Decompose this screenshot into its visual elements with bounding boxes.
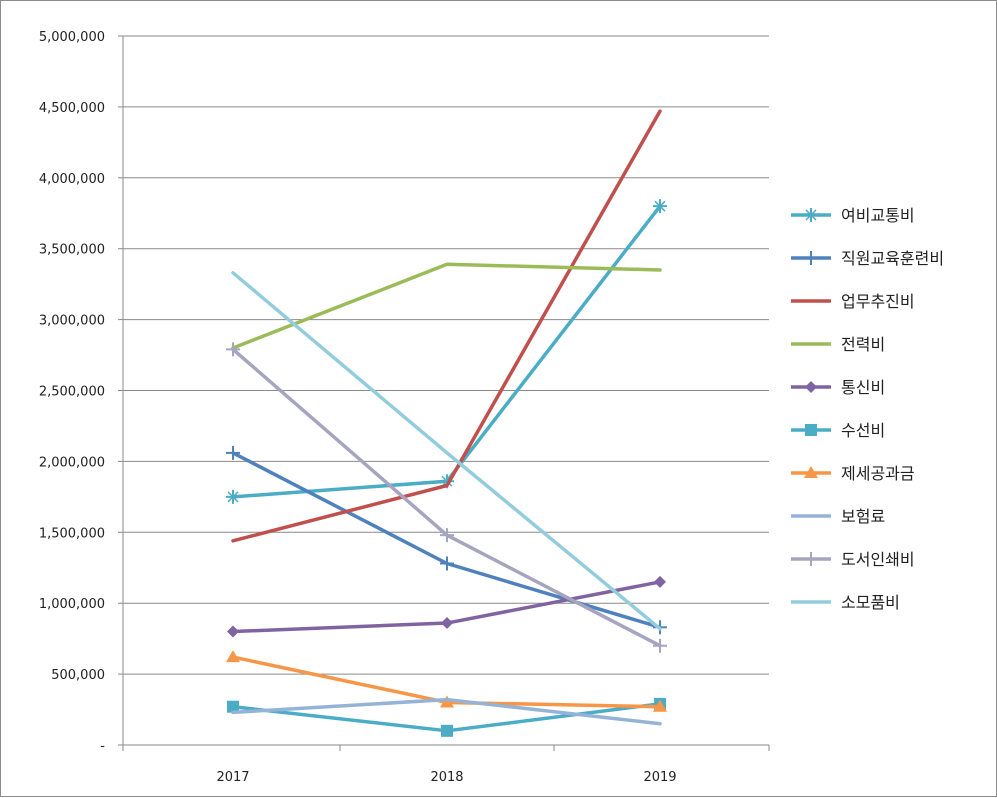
series-9-point-2017 (226, 342, 240, 357)
series-lines (226, 109, 667, 737)
series-1 (226, 199, 667, 504)
y-tick-label-5: 2,500,000 (39, 385, 105, 400)
y-tick-label-8: 4,000,000 (39, 172, 105, 187)
y-tick-label-0: - (100, 739, 105, 754)
legend: 여비교통비직원교육훈련비업무추진비전력비통신비수선비제세공과금보험료도서인쇄비소… (791, 206, 944, 612)
legend-entry-3: 업무추진비 (791, 292, 915, 311)
series-2 (226, 445, 667, 635)
legend-label-1: 여비교통비 (841, 206, 915, 225)
legend-entry-5: 통신비 (791, 378, 885, 397)
y-tick-label-3: 1,500,000 (39, 526, 105, 541)
legend-marker-9 (804, 552, 818, 566)
legend-label-3: 업무추진비 (841, 292, 915, 311)
legend-entry-1: 여비교통비 (791, 206, 915, 225)
series-7-point-2017 (226, 650, 240, 663)
legend-label-2: 직원교육훈련비 (841, 249, 944, 268)
legend-label-8: 보험료 (841, 507, 885, 526)
legend-entry-2: 직원교육훈련비 (791, 249, 944, 268)
y-tick-label-10: 5,000,000 (39, 30, 105, 45)
legend-marker-1 (804, 208, 818, 222)
legend-entry-7: 제세공과금 (791, 464, 915, 483)
series-3 (231, 109, 662, 543)
series-line-10 (231, 271, 662, 631)
gridlines (123, 35, 769, 675)
y-tick-label-4: 2,000,000 (39, 455, 105, 470)
legend-entry-6: 수선비 (791, 421, 885, 440)
legend-label-4: 전력비 (841, 335, 885, 354)
series-2-point-2017 (226, 445, 240, 460)
legend-entry-10: 소모품비 (791, 593, 900, 612)
legend-marker-2 (804, 251, 818, 265)
y-tick-label-7: 3,500,000 (39, 243, 105, 258)
legend-label-5: 통신비 (841, 378, 885, 397)
series-line-9 (231, 347, 662, 648)
series-9 (226, 342, 667, 653)
legend-label-7: 제세공과금 (841, 464, 915, 483)
series-5-point-2019 (654, 575, 666, 588)
series-7 (226, 650, 667, 712)
axes: - 500,000 1,000,000 1,500,000 2,000,000 2,500… (39, 30, 770, 785)
series-1-point-2019 (653, 199, 667, 214)
series-line-4 (231, 262, 662, 350)
legend-entry-9: 도서인쇄비 (791, 550, 915, 569)
series-7-point-2019 (653, 699, 667, 712)
series-6-point-2017 (227, 700, 239, 713)
y-tick-label-1: 500,000 (51, 668, 105, 683)
y-tick-label-6: 3,000,000 (39, 314, 105, 329)
series-line-3 (231, 109, 662, 543)
x-tick-label-2018: 2018 (430, 770, 463, 785)
x-tick-label-2017: 2017 (216, 770, 249, 785)
series-6-point-2018 (441, 724, 453, 737)
series-8 (231, 697, 662, 726)
series-2-point-2018 (440, 556, 454, 571)
series-line-8 (231, 697, 662, 726)
series-1-point-2017 (226, 489, 240, 504)
y-tick-label-2: 1,000,000 (39, 597, 105, 612)
series-5-point-2018 (441, 617, 453, 630)
legend-marker-5 (805, 381, 817, 393)
legend-entry-4: 전력비 (791, 335, 885, 354)
y-tick-label-9: 4,500,000 (39, 101, 105, 116)
series-4 (231, 262, 662, 350)
x-tick-label-2019: 2019 (643, 770, 676, 785)
legend-label-6: 수선비 (841, 421, 885, 440)
series-7-point-2018 (440, 695, 454, 708)
series-10 (231, 271, 662, 631)
legend-entry-8: 보험료 (791, 507, 885, 526)
legend-marker-6 (805, 424, 817, 436)
series-9-point-2018 (440, 528, 454, 543)
series-5 (227, 575, 666, 638)
legend-label-9: 도서인쇄비 (841, 550, 915, 569)
series-5-point-2017 (227, 625, 239, 638)
series-9-point-2019 (653, 638, 667, 653)
legend-marker-7 (804, 466, 818, 478)
legend-label-10: 소모품비 (841, 593, 900, 612)
